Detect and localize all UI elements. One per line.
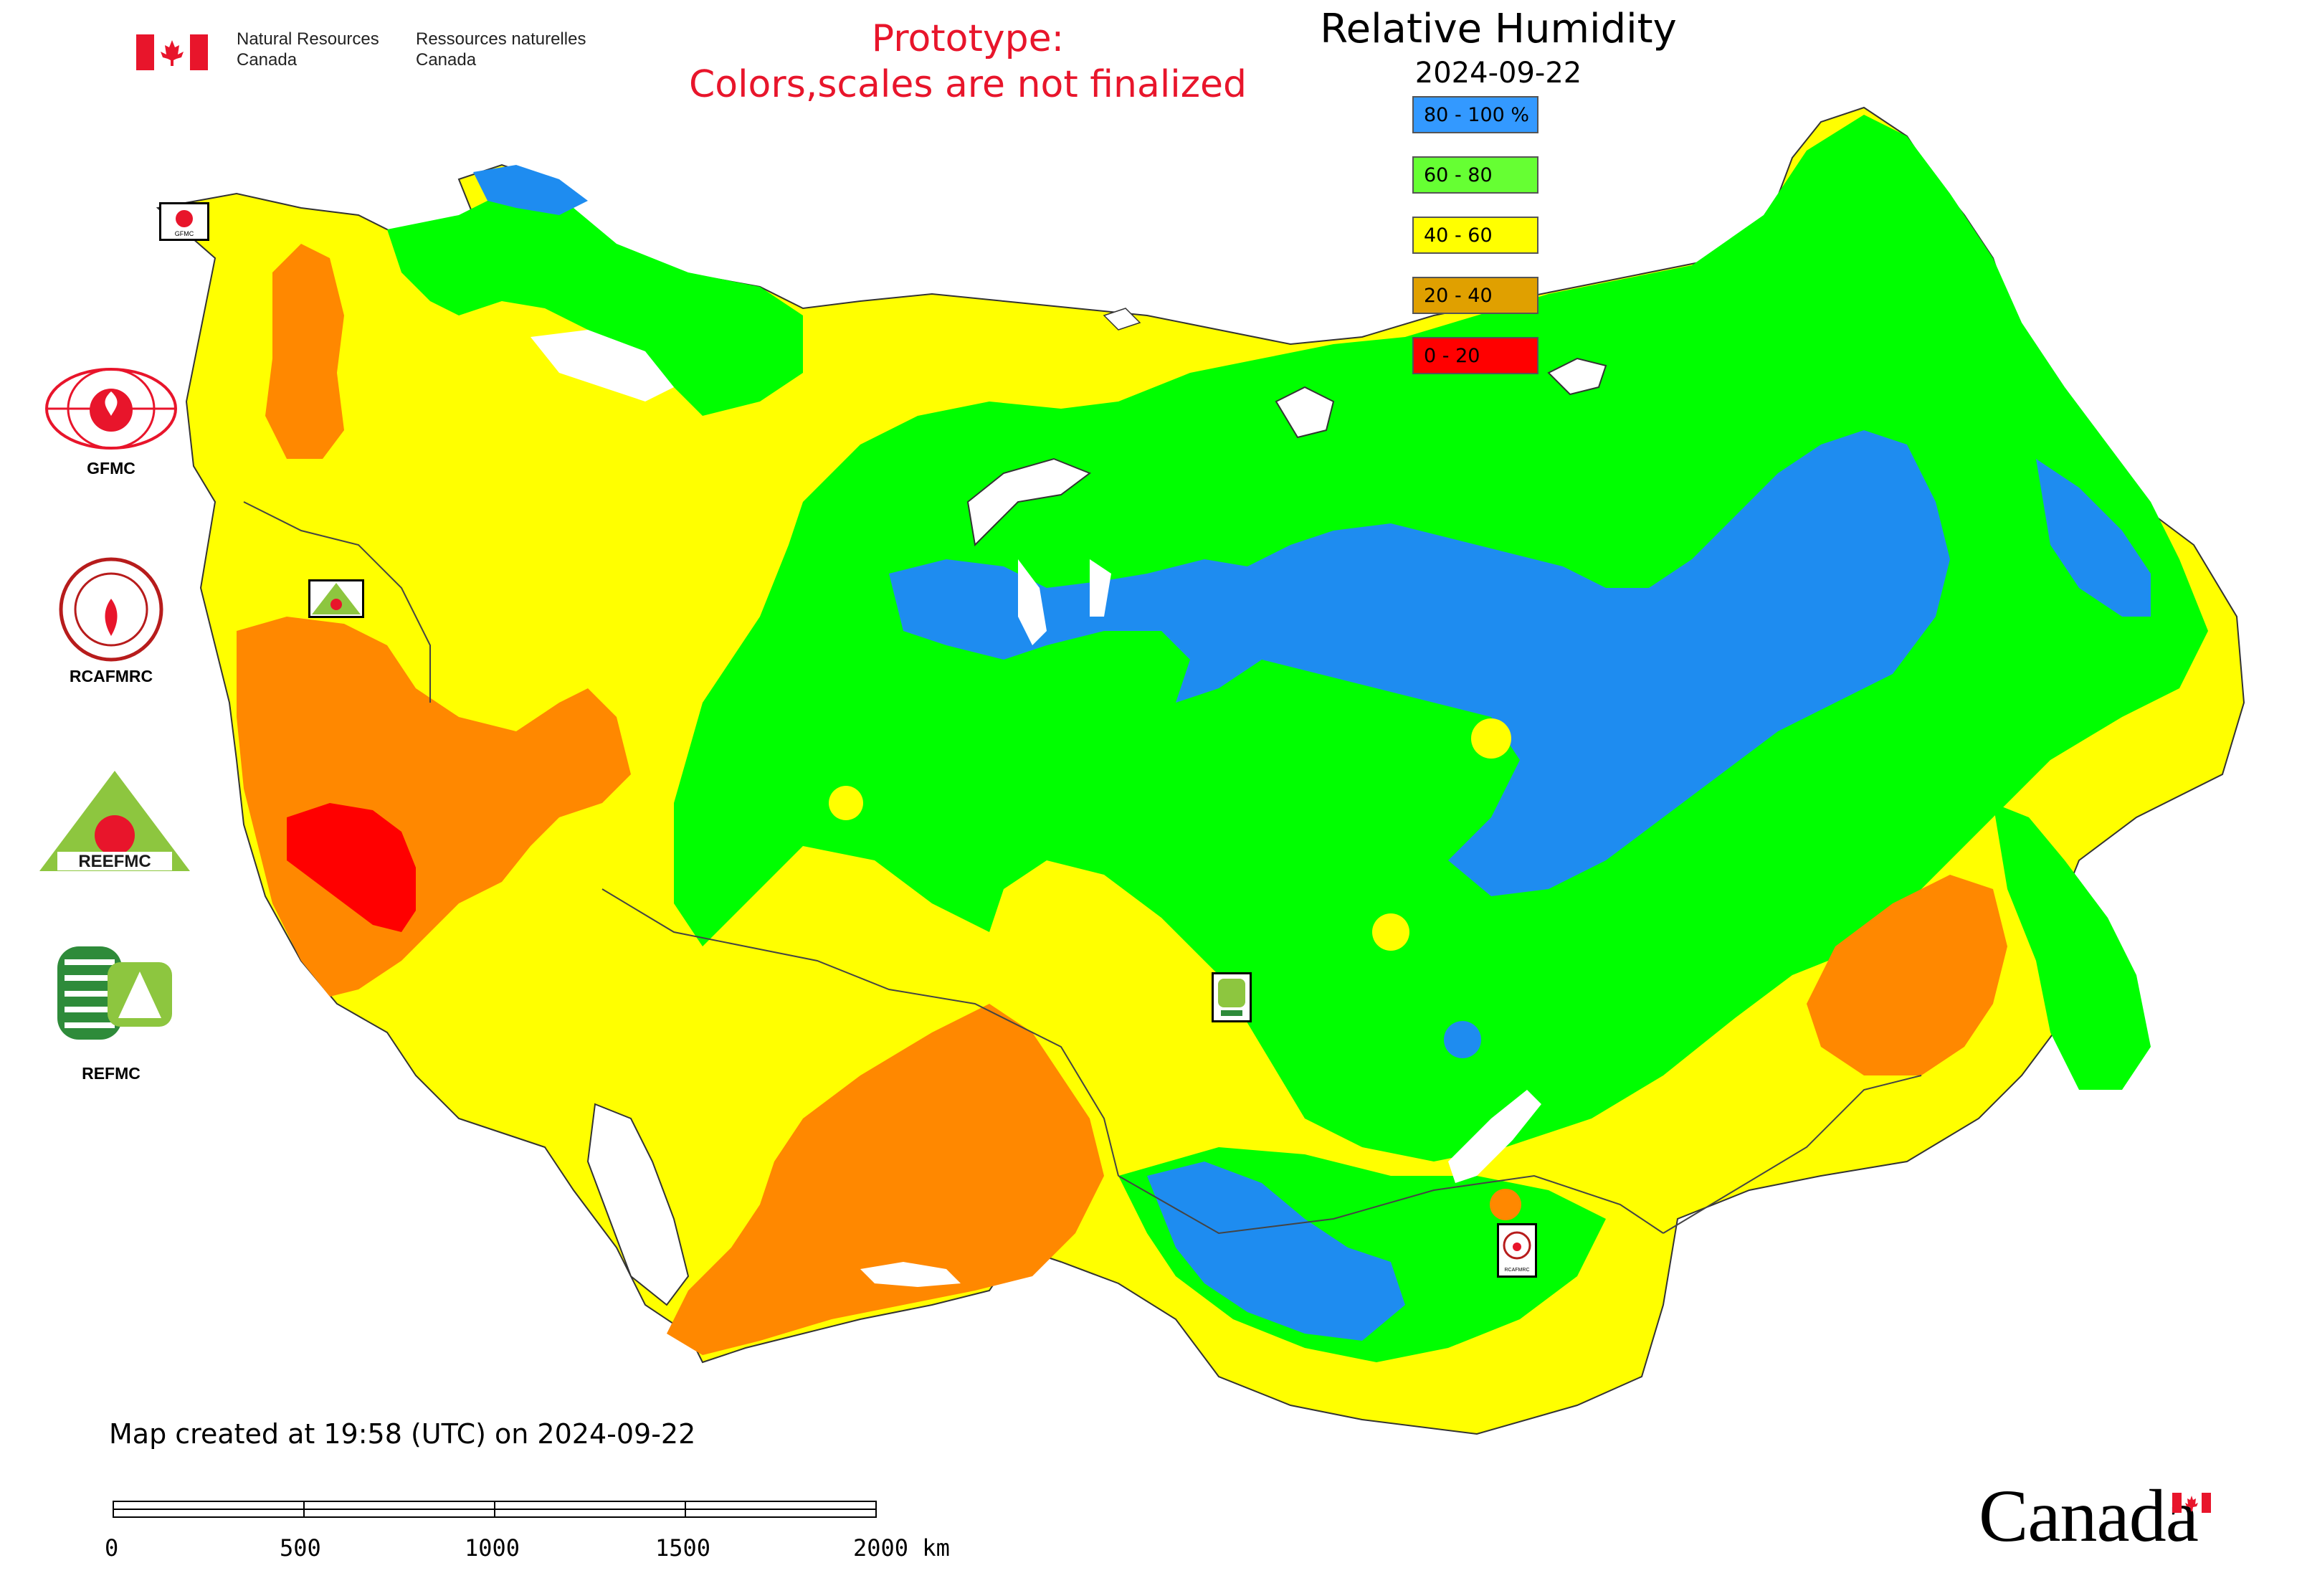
legend-item-0-20: 0 - 20 xyxy=(1412,337,1538,374)
map-date: 2024-09-22 xyxy=(1414,57,1582,90)
new-siberian-islands xyxy=(1547,357,1607,396)
region-red-volga xyxy=(287,803,416,932)
region-orange-baltic xyxy=(265,244,344,459)
department-name-en: Natural Resources Canada xyxy=(237,29,379,70)
prototype-notice-line1: Prototype: xyxy=(871,17,1065,60)
svg-text:RCAFMRC: RCAFMRC xyxy=(1505,1268,1530,1273)
novaya-zemlya xyxy=(966,457,1092,547)
legend: 80 - 100 % 60 - 80 40 - 60 20 - 40 0 - 2… xyxy=(1412,96,1549,397)
station-marker-refmc[interactable] xyxy=(1212,972,1252,1022)
refmc-logo-icon xyxy=(57,946,172,1040)
legend-item-80-100: 80 - 100 % xyxy=(1412,96,1538,133)
legend-item-40-60: 40 - 60 xyxy=(1412,217,1538,254)
legend-label: 20 - 40 xyxy=(1424,284,1493,307)
patch-yellow-3 xyxy=(1372,913,1409,951)
canada-flag-icon xyxy=(136,34,208,70)
franz-josef xyxy=(1103,308,1141,331)
prototype-notice-line2: Colors,scales are not finalized xyxy=(688,63,1247,106)
reefmc-marker-icon xyxy=(312,583,361,614)
caspian-sea xyxy=(586,1103,690,1306)
region-orange-europe xyxy=(237,617,631,997)
region-green-west xyxy=(387,186,803,416)
refmc-marker-icon xyxy=(1218,979,1245,1016)
svg-text:REEFMC: REEFMC xyxy=(78,852,151,871)
legend-item-20-40: 20 - 40 xyxy=(1412,277,1538,314)
logo-caption-gfmc: GFMC xyxy=(87,459,135,478)
canada-wordmark-flag-icon xyxy=(2172,1493,2211,1513)
department-name-en-line1: Natural Resources xyxy=(237,29,379,49)
region-blue-kola xyxy=(473,165,588,215)
white-sea xyxy=(531,330,674,402)
lake-balkhash xyxy=(860,1262,961,1287)
map-created-note: Map created at 19:58 (UTC) on 2024-09-22 xyxy=(109,1418,696,1450)
region-orange-amur xyxy=(1807,875,2007,1075)
map-title: Relative Humidity xyxy=(1320,6,1677,52)
scale-bar xyxy=(113,1501,877,1518)
station-marker-gfmc[interactable]: GFMC xyxy=(159,202,209,241)
scale-label-1500: 1500 xyxy=(655,1534,711,1562)
department-name-fr-line1: Ressources naturelles xyxy=(416,29,586,49)
severnaya-zemlya xyxy=(1275,386,1335,439)
patch-orange-1 xyxy=(1490,1189,1521,1220)
rcafmrc-logo-icon xyxy=(59,557,163,662)
legend-label: 80 - 100 % xyxy=(1424,103,1530,126)
gfmc-logo-icon xyxy=(45,368,177,450)
svg-text:GFMC: GFMC xyxy=(175,230,194,237)
gulf-ob xyxy=(1018,559,1047,645)
logo-caption-refmc: REFMC xyxy=(82,1064,141,1083)
patch-yellow-1 xyxy=(1471,718,1511,759)
region-blue-sayan xyxy=(1147,1162,1405,1341)
region-blue-kamchatka xyxy=(2036,459,2151,617)
border-china xyxy=(1663,1075,1922,1234)
logo-caption-rcafmrc: RCAFMRC xyxy=(69,667,153,685)
legend-label: 40 - 60 xyxy=(1424,224,1493,247)
border-kazakhstan xyxy=(601,888,1119,1177)
legend-label: 0 - 20 xyxy=(1424,344,1480,367)
border-ukraine xyxy=(243,501,431,703)
border-mongolia xyxy=(1118,1174,1664,1235)
department-name-fr-line2: Canada xyxy=(416,50,477,70)
station-marker-rcafmrc[interactable]: RCAFMRC xyxy=(1497,1223,1537,1278)
station-marker-reefmc[interactable] xyxy=(308,579,364,618)
lake-baikal xyxy=(1448,1090,1541,1183)
region-green-sakhalin xyxy=(1993,803,2151,1090)
scale-label-0: 0 xyxy=(105,1534,119,1562)
scale-label-2000: 2000 km xyxy=(853,1534,950,1562)
rcafmrc-marker-icon: RCAFMRC xyxy=(1503,1231,1531,1273)
gfmc-marker-icon: GFMC xyxy=(175,210,194,237)
gulf-yenisei xyxy=(1090,559,1111,617)
legend-label: 60 - 80 xyxy=(1424,163,1493,186)
department-name-fr: Ressources naturelles Canada xyxy=(416,29,586,70)
patch-blue-1 xyxy=(1444,1021,1481,1058)
scale-label-1000: 1000 xyxy=(465,1534,520,1562)
canada-wordmark: Canada xyxy=(1979,1475,2199,1557)
patch-yellow-2 xyxy=(829,786,863,820)
region-orange-kazakh xyxy=(667,1004,1104,1355)
prototype-notice: Prototype: Colors,scales are not finaliz… xyxy=(645,16,1290,108)
reefmc-logo-icon: REEFMC xyxy=(39,771,190,871)
scale-label-500: 500 xyxy=(280,1534,321,1562)
legend-item-60-80: 60 - 80 xyxy=(1412,156,1538,194)
department-name-en-line2: Canada xyxy=(237,50,298,70)
region-blue-north xyxy=(889,430,1950,896)
